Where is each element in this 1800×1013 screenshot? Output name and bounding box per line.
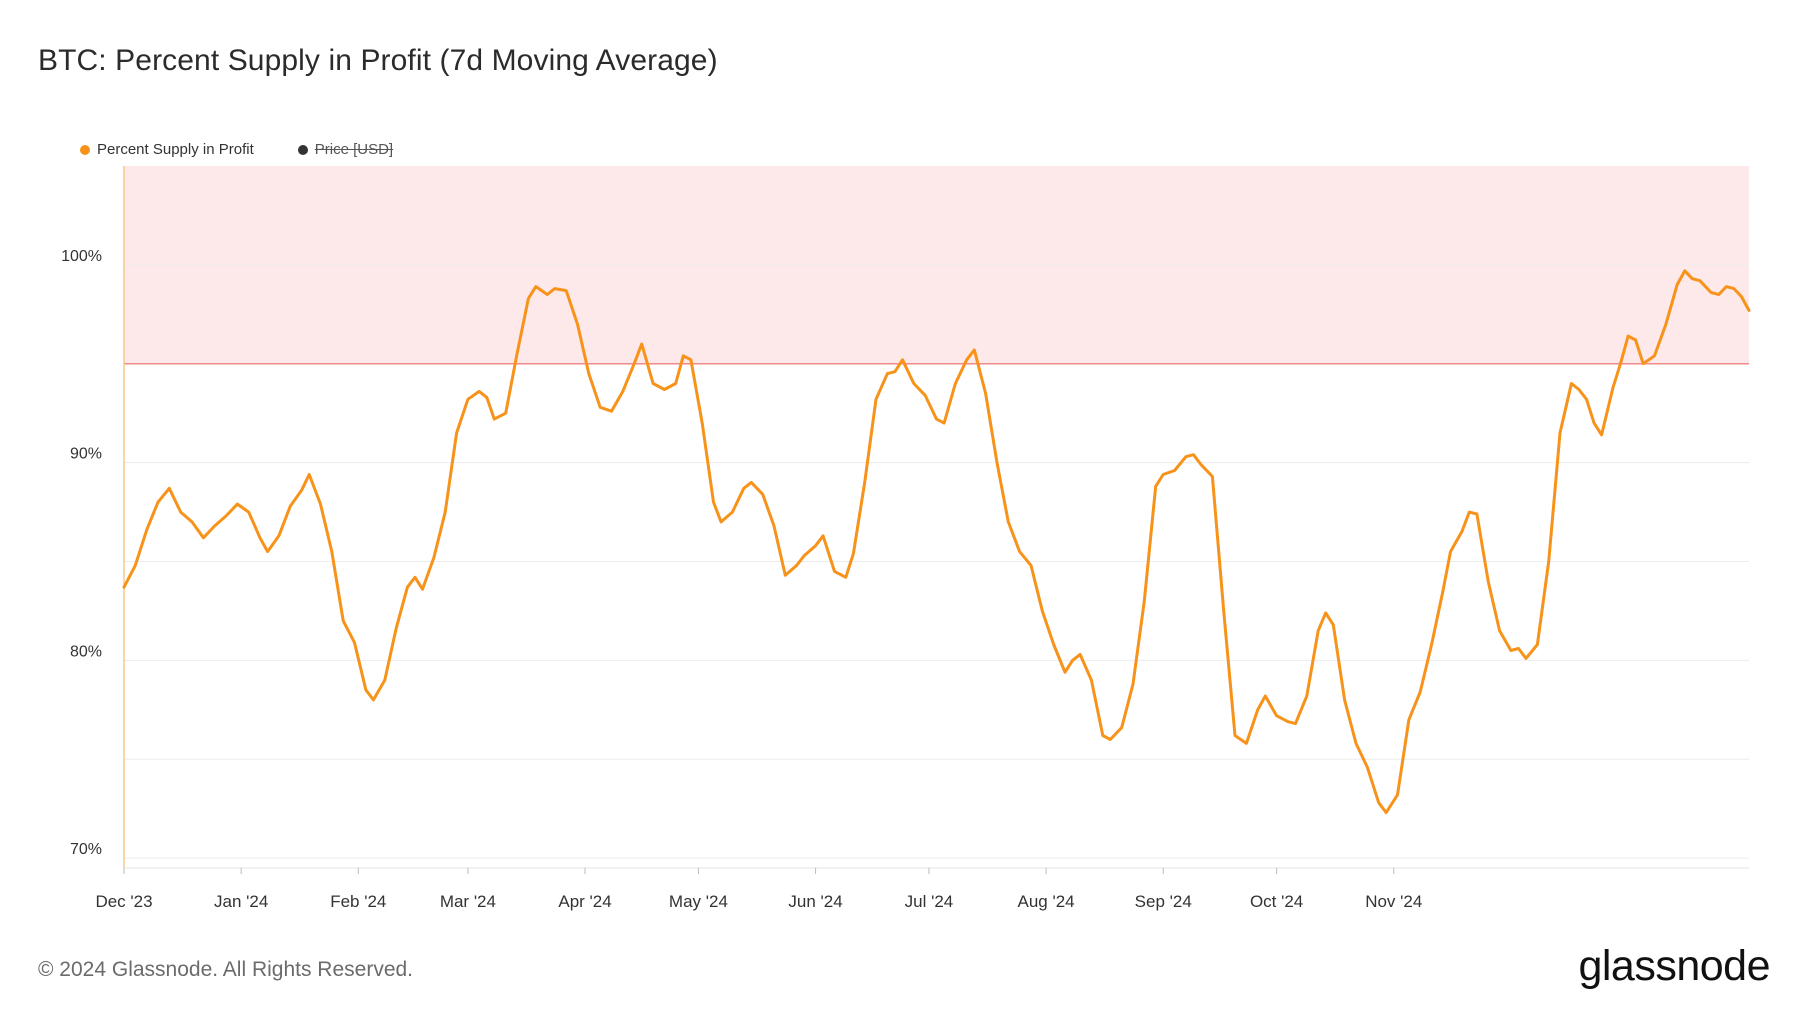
copyright-text: © 2024 Glassnode. All Rights Reserved. [38, 958, 414, 981]
x-tick-label: Jun '24 [788, 892, 842, 911]
legend: Percent Supply in Profit Price [USD] [80, 141, 393, 158]
x-tick-label: Oct '24 [1250, 892, 1303, 911]
legend-dot-icon [297, 144, 308, 155]
x-tick-label: Mar '24 [440, 892, 496, 911]
y-tick-label: 90% [70, 446, 102, 463]
y-tick-label: 100% [61, 248, 102, 265]
chart-title: BTC: Percent Supply in Profit (7d Moving… [38, 44, 718, 77]
x-tick-label: Aug '24 [1018, 892, 1075, 911]
x-tick-label: May '24 [669, 892, 728, 911]
x-tick-label: Apr '24 [558, 892, 611, 911]
series-line-percent-supply-in-profit [122, 269, 1751, 815]
x-tick-label: Jul '24 [905, 892, 954, 911]
line-chart: 70% 80% 90% 100% Dec '23 Jan '24 Feb '24 Mar '2… [61, 166, 1751, 911]
y-tick-label: 70% [70, 841, 102, 858]
x-tick-label: Dec '23 [95, 892, 152, 911]
x-tick-label: Feb '24 [330, 892, 386, 911]
legend-dot-icon [80, 144, 90, 155]
x-tick-label: Nov '24 [1365, 892, 1422, 911]
legend-label: Percent Supply in Profit [97, 141, 254, 158]
legend-label: Price [USD] [314, 141, 394, 158]
brand-logo: glassnode [1578, 942, 1770, 990]
y-tick-label: 80% [70, 643, 102, 660]
x-tick-label: Sep '24 [1135, 892, 1192, 911]
legend-item-percent-supply[interactable]: Percent Supply in Profit [80, 141, 254, 158]
legend-item-price[interactable]: Price [USD] [297, 141, 394, 158]
x-tick-label: Jan '24 [214, 892, 268, 911]
